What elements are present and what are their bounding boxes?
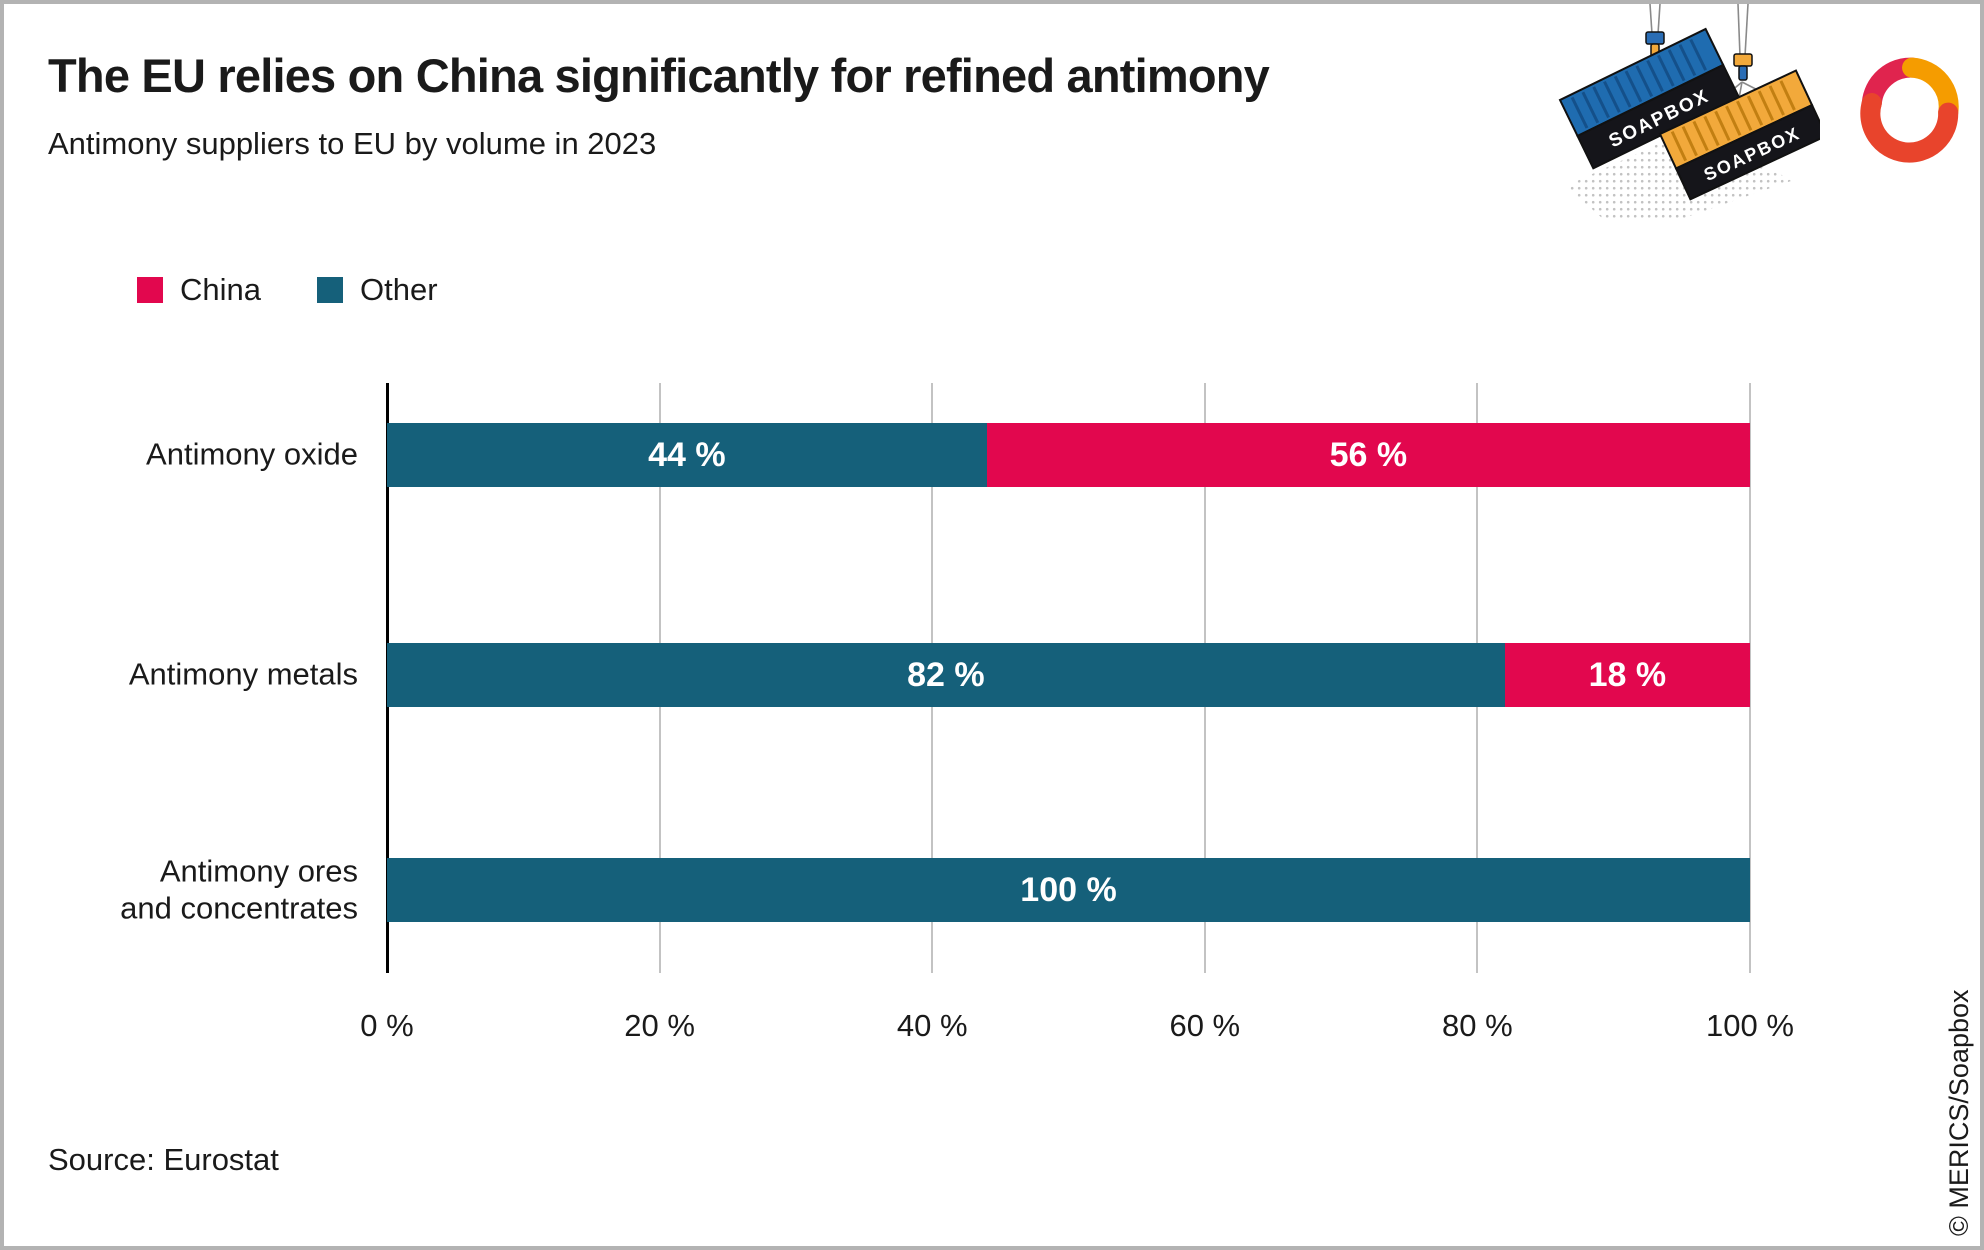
x-tick-40: 40 % (896, 1008, 968, 1043)
x-tick-60: 60 % (1169, 1008, 1241, 1043)
page-title: The EU relies on China significantly for… (48, 49, 1270, 102)
bar-value-label: 18 % (1588, 655, 1667, 694)
x-tick-0: 0 % (360, 1008, 414, 1043)
x-axis-tick-labels: 0 % 20 % 40 % 60 % 80 % 100 % (360, 1008, 1794, 1048)
bar-row-2: 82 % 18 % (387, 643, 1750, 707)
legend-label: China (180, 272, 261, 307)
legend: China Other (137, 272, 438, 308)
bar-row-3: 100 % (387, 858, 1750, 922)
category-label-3: Antimony ores and concentrates (120, 853, 358, 925)
legend-swatch-other (317, 277, 343, 303)
category-label-2: Antimony metals (128, 656, 358, 692)
bar-segment-other: 44 % (387, 423, 987, 487)
x-tick-80: 80 % (1442, 1008, 1513, 1043)
legend-label: Other (360, 272, 438, 307)
bar-row-1: 44 % 56 % (387, 423, 1750, 487)
bar-value-label: 44 % (648, 435, 726, 474)
soapbox-containers-illustration: SOAPBOX SOAPBOX (1558, 4, 1820, 220)
gridline-100 (1749, 383, 1751, 973)
bar-segment-other: 82 % (387, 643, 1505, 707)
x-tick-100: 100 % (1706, 1008, 1794, 1043)
bar-segment-china: 18 % (1504, 643, 1750, 707)
copyright-credit: © MERICS/Soapbox (1944, 989, 1974, 1237)
legend-item-china: China (137, 272, 261, 308)
bar-segment-other: 100 % (387, 858, 1750, 922)
bar-value-label: 56 % (1329, 435, 1408, 474)
legend-item-other: Other (317, 272, 438, 308)
source-note: Source: Eurostat (48, 1142, 279, 1177)
legend-swatch-china (137, 277, 163, 303)
bar-value-label: 100 % (1020, 870, 1117, 909)
crane-hook-icon (1645, 31, 1753, 81)
bar-value-label: 82 % (907, 655, 985, 694)
category-label-1: Antimony oxide (146, 436, 358, 472)
page-subtitle: Antimony suppliers to EU by volume in 20… (48, 126, 657, 161)
merics-logo (1860, 57, 1959, 163)
bar-segment-china: 56 % (986, 423, 1750, 487)
plot-area: 44 % 56 % 82 % 18 % 100 % (386, 383, 1751, 973)
x-tick-20: 20 % (624, 1008, 695, 1043)
